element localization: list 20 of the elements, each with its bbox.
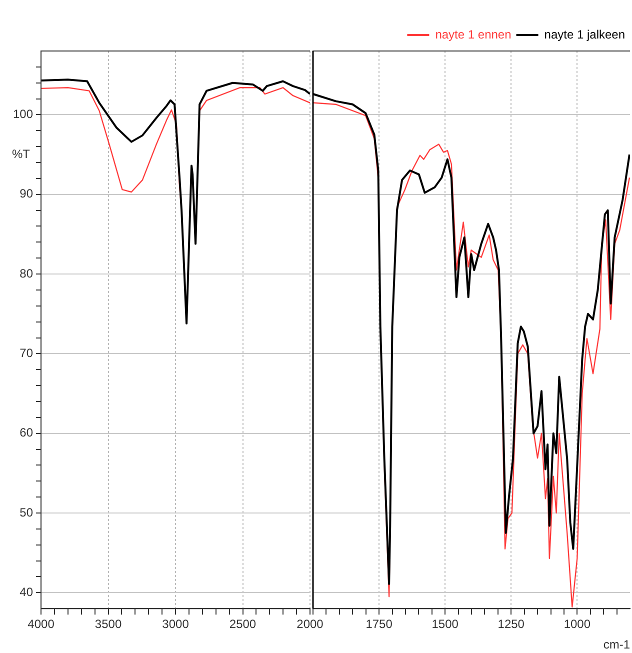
legend-label: nayte 1 jalkeen — [544, 27, 626, 42]
x-tick-label: 4000 — [28, 617, 55, 632]
y-tick-label: 50 — [20, 505, 34, 520]
x-tick-label: 1750 — [366, 617, 393, 632]
y-tick-label: 40 — [20, 584, 34, 599]
x-tick-label: 2000 — [296, 617, 324, 632]
legend-label: nayte 1 ennen — [435, 27, 512, 42]
x-tick-label: 1250 — [498, 617, 525, 632]
y-tick-label: 90 — [20, 186, 34, 201]
y-axis-title: %T — [12, 146, 31, 161]
x-tick-label: 1500 — [432, 617, 459, 632]
y-tick-label: 70 — [20, 346, 34, 360]
x-tick-label: 2500 — [229, 617, 256, 632]
x-tick-label: 1000 — [564, 617, 591, 632]
x-tick-label: 3000 — [162, 617, 190, 632]
y-tick-label: 60 — [20, 426, 34, 440]
y-tick-label: 80 — [20, 266, 34, 280]
y-tick-label: 100 — [12, 107, 34, 122]
x-tick-label: 3500 — [94, 617, 122, 632]
x-axis-title: cm-1 — [603, 637, 630, 652]
